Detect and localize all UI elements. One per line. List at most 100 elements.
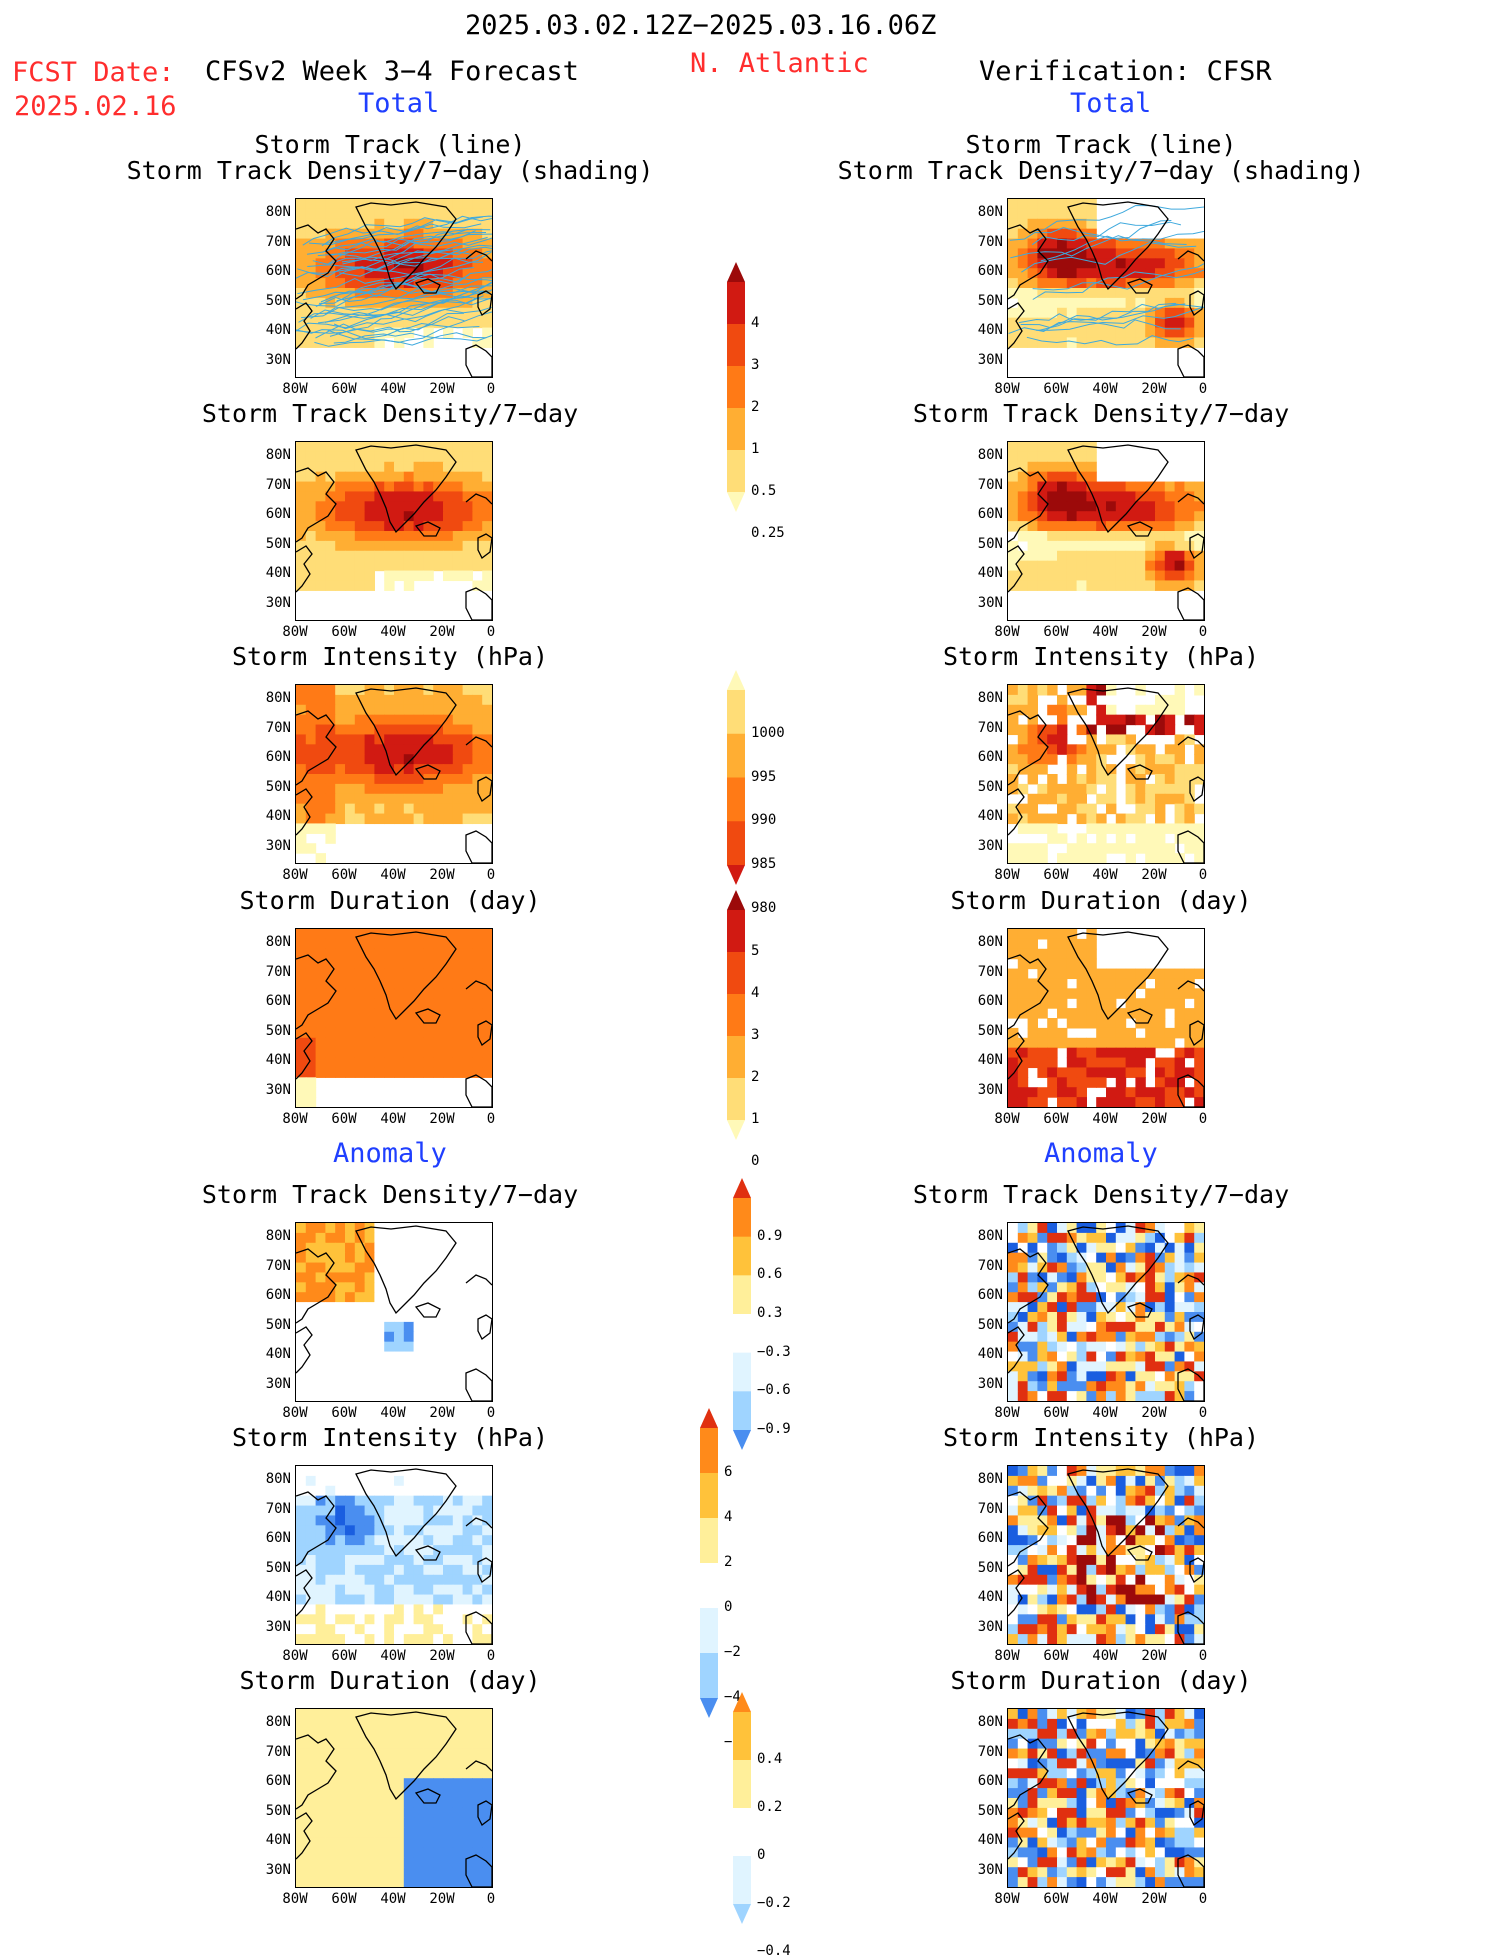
grid-cell	[1076, 1018, 1087, 1029]
grid-cell	[345, 1037, 356, 1049]
grid-cell	[403, 1614, 415, 1625]
grid-cell	[1125, 813, 1136, 825]
grid-cell	[394, 1282, 405, 1293]
grid-cell	[1096, 1292, 1107, 1303]
grid-cell	[315, 580, 326, 591]
grid-cell	[1174, 1768, 1185, 1779]
grid-cell	[433, 734, 444, 745]
grid-cell	[482, 694, 492, 706]
lat-tick-label: 60N	[265, 263, 291, 279]
lon-tick-label: 0	[1198, 381, 1208, 397]
grid-cell	[413, 774, 424, 785]
grid-cell	[335, 1798, 346, 1809]
grid-cell	[1037, 560, 1048, 572]
grid-cell	[1076, 1535, 1087, 1546]
grid-cell	[433, 704, 444, 716]
coastline	[1189, 1800, 1204, 1826]
grid-cell	[443, 1067, 454, 1078]
grid-cell	[443, 1614, 454, 1625]
grid-cell	[1017, 1232, 1029, 1244]
grid-cell	[1008, 1594, 1019, 1606]
grid-cell	[413, 1525, 424, 1536]
grid-cell	[1145, 1475, 1156, 1487]
storm-track-line	[1032, 269, 1204, 300]
grid-cell	[1027, 1515, 1038, 1526]
grid-cell	[1125, 1807, 1136, 1819]
lat-tick-label: 60N	[265, 993, 291, 1009]
grid-cell	[335, 734, 346, 745]
grid-cell	[452, 550, 464, 562]
grid-cell	[1125, 1857, 1136, 1868]
grid-cell	[1037, 1381, 1048, 1392]
grid-cell	[345, 1341, 356, 1353]
grid-cell	[325, 694, 336, 706]
grid-cell	[1057, 833, 1068, 844]
grid-cell	[443, 783, 454, 795]
grid-cell	[443, 929, 454, 940]
grid-cell	[1115, 1321, 1127, 1333]
grid-cell	[1194, 1594, 1204, 1606]
grid-cell	[1057, 337, 1068, 348]
grid-cell	[1057, 1515, 1068, 1526]
grid-cell	[1145, 1037, 1156, 1049]
grid-cell	[305, 1584, 317, 1596]
grid-cell	[1086, 803, 1097, 815]
coastline	[477, 1800, 492, 1826]
coastline	[1008, 302, 1025, 350]
grid-cell	[364, 1594, 375, 1606]
grid-cell	[472, 685, 483, 696]
grid-cell	[1164, 1361, 1176, 1372]
grid-cell	[1115, 238, 1127, 250]
colorbar-tick-label: 0	[724, 1599, 733, 1615]
storm-track-line	[1018, 302, 1176, 324]
grid-cell	[433, 754, 444, 765]
grid-cell	[1037, 744, 1048, 755]
grid-cell	[1017, 1535, 1029, 1546]
grid-cell	[1125, 337, 1136, 348]
grid-cell	[1027, 1718, 1038, 1730]
grid-cell	[296, 1282, 307, 1293]
grid-cell	[423, 1817, 434, 1829]
grid-cell	[1057, 1807, 1068, 1819]
left-anom-density-map	[295, 1222, 493, 1402]
grid-cell	[1057, 1027, 1068, 1039]
grid-cell	[296, 228, 307, 240]
grid-cell	[364, 1272, 375, 1283]
grid-cell	[1076, 288, 1087, 299]
grid-cell	[1008, 1262, 1019, 1274]
grid-cell	[1155, 724, 1166, 736]
grid-cell	[433, 1857, 444, 1868]
grid-cell	[1106, 550, 1117, 562]
grid-cell	[394, 451, 405, 463]
grid-cell	[296, 491, 307, 502]
density-colorbar	[727, 262, 797, 520]
grid-cell	[1184, 803, 1195, 815]
grid-cell	[1017, 1475, 1029, 1487]
grid-cell	[1037, 1778, 1048, 1789]
grid-cell	[1057, 297, 1068, 309]
grid-cell	[1096, 481, 1107, 493]
grid-cell	[403, 268, 415, 279]
grid-cell	[325, 803, 336, 815]
grid-cell	[354, 1748, 366, 1760]
grid-cell	[482, 1302, 492, 1313]
grid-cell	[1145, 1495, 1156, 1507]
grid-cell	[1135, 501, 1146, 512]
grid-cell	[423, 317, 434, 329]
grid-cell	[1125, 1847, 1136, 1858]
grid-cell	[472, 978, 483, 989]
grid-cell	[1125, 1321, 1136, 1333]
grid-cell	[1155, 1391, 1166, 1401]
grid-cell	[1164, 580, 1176, 591]
grid-cell	[1047, 1331, 1058, 1343]
grid-cell	[1027, 288, 1038, 299]
grid-cell	[1017, 1634, 1029, 1644]
grid-cell	[413, 1302, 424, 1313]
grid-cell	[354, 724, 366, 736]
grid-cell	[335, 774, 346, 785]
grid-cell	[335, 1495, 346, 1507]
grid-cell	[403, 1341, 415, 1353]
coastline	[1177, 980, 1204, 992]
grid-cell	[1076, 491, 1087, 502]
grid-cell	[305, 998, 317, 1009]
